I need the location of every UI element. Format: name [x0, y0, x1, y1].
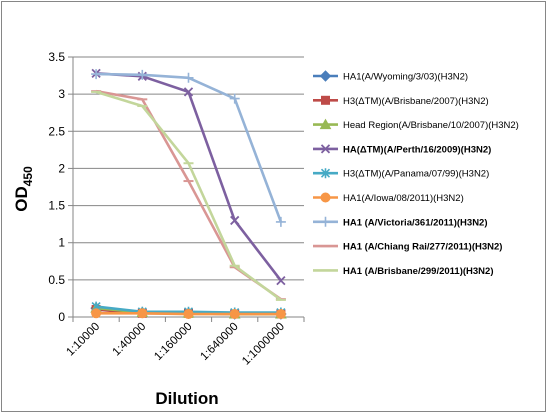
legend-swatch-marker	[320, 192, 331, 203]
legend-swatch-marker	[320, 144, 331, 154]
series-line	[96, 72, 282, 282]
legend-label: H3(ΔTM)(A/Brisbane/2007)(H3N2)	[343, 96, 489, 107]
legend-label: HA1 (A/Brisbane/299/2011)(H3N2)	[343, 266, 493, 277]
data-point	[183, 309, 194, 320]
legend-entry: HA1(A/Iowa/08/2011)(H3N2)	[313, 192, 464, 204]
data-point	[229, 93, 240, 104]
legend-swatch-marker	[319, 70, 332, 82]
legend-label: H3(ΔTM)(A/Panama/07/99)(H3N2)	[343, 169, 489, 180]
legend-label: HA1(A/Iowa/08/2011)(H3N2)	[343, 193, 464, 204]
legend-entry: HA(ΔTM)(A/Perth/16/2009)(H3N2)	[313, 144, 491, 155]
data-point	[183, 72, 194, 83]
legend-entry: HA1 (A/Victoria/361/2011)(H3N2)	[313, 216, 488, 228]
y-axis-title: OD450	[12, 166, 35, 212]
legend-swatch-marker	[319, 118, 332, 130]
legend-entry: H3(ΔTM)(A/Panama/07/99)(H3N2)	[313, 168, 489, 180]
data-point	[276, 275, 286, 286]
x-tick-labels: 1:10000 1:40000 1:160000 1:640000 1:1000000	[64, 321, 287, 368]
legend-label: HA1 (A/Victoria/361/2011)(H3N2)	[343, 217, 488, 228]
series-9	[91, 90, 286, 301]
legend-swatch-marker	[321, 95, 330, 105]
y-axis-title-subscript: 450	[21, 166, 35, 186]
legend-label: HA(ΔTM)(A/Perth/16/2009)(H3N2)	[343, 144, 491, 155]
data-point	[275, 216, 286, 227]
legend-entry: HA1 (A/Chiang Rai/277/2011)(H3N2)	[313, 242, 502, 253]
series-6	[91, 308, 286, 320]
series-7	[91, 69, 286, 227]
data-point	[229, 309, 240, 320]
data-point	[183, 87, 194, 97]
y-tick-label: 2.5	[48, 124, 65, 138]
legend-entry: H3(ΔTM)(A/Brisbane/2007)(H3N2)	[313, 95, 489, 107]
y-tick-label: 1	[58, 236, 65, 250]
legend-entry: HA1 (A/Brisbane/299/2011)(H3N2)	[313, 266, 493, 277]
legend-entry: Head Region(A/Brisbane/10/2007)(H3N2)	[313, 118, 519, 131]
series-layer	[90, 68, 287, 320]
data-point	[91, 69, 102, 80]
y-tick-labels: 0 0.5 1 1.5 2 2.5 3 3.5	[48, 50, 65, 324]
y-tick-label: 2	[58, 161, 65, 175]
x-tick-label: 1:160000	[152, 321, 194, 363]
legend-label: HA1(A/Wyoming/3/03)(H3N2)	[343, 72, 468, 83]
series-4	[91, 68, 286, 286]
y-tick-label: 0	[58, 310, 65, 324]
legend-swatch-marker	[320, 216, 331, 227]
legend-label: Head Region(A/Brisbane/10/2007)(H3N2)	[343, 120, 519, 131]
series-line	[95, 90, 282, 301]
legend-label: HA1 (A/Chiang Rai/277/2011)(H3N2)	[343, 242, 502, 253]
data-point	[137, 308, 148, 319]
series-line	[95, 89, 282, 301]
x-tick-label: 1:10000	[64, 321, 102, 359]
x-tick-label: 1:40000	[111, 321, 149, 359]
y-tick-label: 1.5	[48, 199, 65, 213]
x-tick-label: 1:1000000	[240, 321, 287, 368]
legend-swatch-marker	[320, 168, 331, 179]
data-point	[275, 309, 286, 320]
x-axis-title: Dilution	[155, 389, 218, 408]
gridlines	[68, 56, 305, 322]
x-tick-label: 1:640000	[198, 321, 240, 363]
legend-entry: HA1(A/Wyoming/3/03)(H3N2)	[313, 70, 468, 83]
y-tick-label: 0.5	[48, 273, 65, 287]
data-point	[137, 69, 148, 80]
y-tick-label: 3	[58, 87, 65, 101]
y-axis-title-main: OD	[12, 186, 31, 212]
series-8	[91, 89, 286, 301]
y-tick-label: 3.5	[48, 50, 65, 64]
legend: HA1(A/Wyoming/3/03)(H3N2) H3(ΔTM)(A/Brisb…	[313, 70, 519, 277]
data-point	[230, 215, 240, 226]
data-point	[91, 308, 102, 319]
